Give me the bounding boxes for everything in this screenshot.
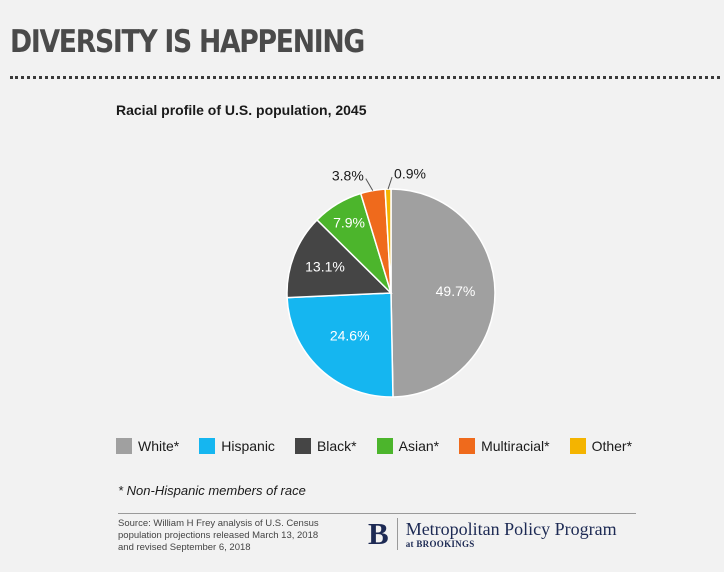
legend-item-hispanic: Hispanic — [199, 438, 275, 454]
leader-line-other — [387, 176, 393, 190]
legend-item-multiracial: Multiracial* — [459, 438, 550, 454]
value-label-multiracial: 3.8% — [332, 167, 364, 183]
dotted-divider — [10, 76, 720, 79]
pie-slice-white — [390, 188, 496, 398]
footnote: * Non-Hispanic members of race — [118, 483, 306, 498]
legend-swatch-other — [569, 438, 586, 454]
value-label-white: 49.7% — [436, 283, 476, 299]
value-label-hispanic: 24.6% — [330, 328, 370, 344]
source-line-3: and revised September 6, 2018 — [118, 542, 251, 553]
legend-label-other: Other* — [591, 438, 633, 454]
legend-item-black: Black* — [294, 438, 357, 454]
source-note: Source: William H Frey analysis of U.S. … — [118, 518, 353, 554]
legend-swatch-white — [116, 438, 132, 454]
legend-swatch-asian — [376, 438, 393, 454]
legend-label-multiracial: Multiracial* — [481, 438, 550, 454]
legend-item-other: Other* — [569, 438, 633, 454]
logo-mark: B — [368, 518, 398, 550]
source-line-1: Source: William H Frey analysis of U.S. … — [118, 518, 319, 529]
value-label-other: 0.9% — [394, 166, 426, 182]
legend-swatch-black — [294, 438, 311, 454]
chart-title: Racial profile of U.S. population, 2045 — [116, 102, 367, 118]
value-label-black: 13.1% — [305, 258, 345, 274]
source-line-2: population projections released March 13… — [118, 530, 319, 541]
logo-org-name: BROOKINGS — [416, 539, 475, 549]
chart-legend: White* Hispanic Black* Asian* Multiracial* Ot… — [116, 438, 656, 454]
logo-at: at — [405, 539, 414, 549]
legend-label-asian: Asian* — [398, 438, 440, 454]
legend-label-black: Black* — [316, 438, 357, 454]
legend-label-hispanic: Hispanic — [221, 438, 275, 454]
logo-program-name: Metropolitan Policy Program — [405, 519, 617, 539]
leader-line-multiracial — [365, 178, 374, 191]
value-label-asian: 7.9% — [333, 214, 365, 230]
legend-item-white: White* — [116, 438, 179, 454]
brookings-logo: B Metropolitan Policy Program at BROOKIN… — [368, 518, 617, 550]
legend-label-white: White* — [138, 438, 180, 454]
logo-org: at BROOKINGS — [406, 539, 617, 549]
pie-slice-black — [286, 218, 393, 299]
legend-swatch-multiracial — [459, 438, 476, 454]
legend-swatch-hispanic — [199, 438, 216, 454]
pie-slice-hispanic — [286, 292, 394, 398]
page-headline: DIVERSITY IS HAPPENING — [10, 24, 365, 60]
source-divider — [118, 513, 636, 514]
legend-item-asian: Asian* — [376, 438, 440, 454]
